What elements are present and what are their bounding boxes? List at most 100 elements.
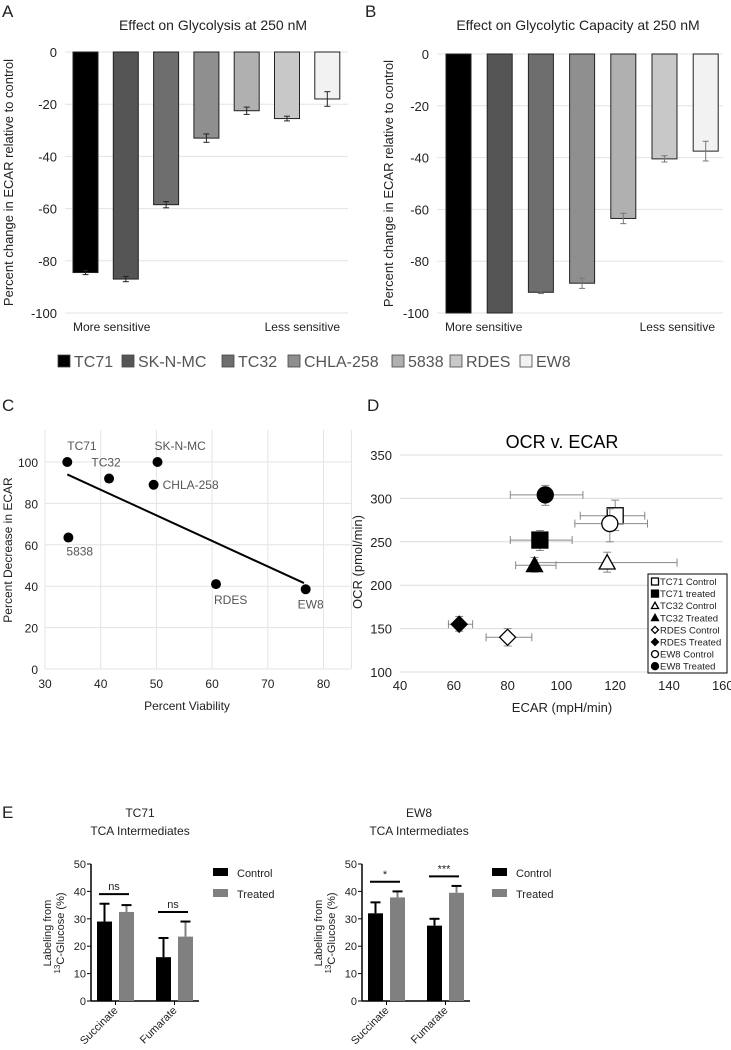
bar-treated-fumarate: [178, 936, 193, 1001]
circle-icon: [650, 649, 660, 659]
bar-control-succinate: [368, 913, 383, 1001]
y-tick-label: 40: [74, 886, 86, 898]
bar-ew8: [692, 53, 719, 152]
x-tick-label: Fumarate: [409, 1005, 451, 1047]
y-label-line2: C-Glucose (%): [55, 892, 67, 964]
y-tick-label: -20: [410, 99, 429, 114]
series-ew8-treated: [509, 484, 584, 506]
triangle-marker: [525, 555, 544, 573]
y-tick-label: 0: [422, 47, 429, 62]
legend-swatch: [121, 354, 135, 368]
bar-ew8: [314, 51, 341, 100]
legend-swatch: [391, 354, 405, 368]
x-tick-label: 60: [447, 678, 461, 693]
bar-5838: [610, 53, 637, 219]
legend-label: Control: [516, 868, 551, 880]
y-tick-label: 0: [80, 996, 86, 1008]
legend-label: EW8 Control: [660, 650, 714, 661]
legend-swatch: [287, 354, 301, 368]
y-axis-label: Labeling from13C-Glucose (%): [313, 892, 338, 973]
data-point: [300, 584, 311, 595]
y-tick-label: -80: [410, 254, 429, 269]
legend-label: TC71: [74, 354, 113, 371]
legend-label: EW8: [536, 354, 571, 371]
y-tick-label: 40: [345, 886, 357, 898]
point-label: TC71: [67, 439, 97, 453]
square-icon: [650, 589, 660, 598]
chart-title: EW8: [406, 806, 432, 820]
y-tick-label: 300: [370, 491, 392, 506]
y-tick-label: 250: [370, 535, 392, 550]
y-label-sup: 13: [53, 964, 62, 973]
bar-tc71: [72, 51, 99, 274]
y-label-line1: Labeling from: [313, 900, 325, 967]
square-marker: [531, 531, 549, 549]
y-tick-label: 200: [370, 578, 392, 593]
y-tick-label: -40: [38, 149, 57, 164]
legend-label: EW8 Treated: [660, 662, 715, 673]
y-tick-label: 20: [345, 941, 357, 953]
legend-label: RDES Treated: [660, 638, 721, 649]
y-tick-label: -40: [410, 151, 429, 166]
point-label: EW8: [298, 597, 324, 611]
y-tick-label: 20: [25, 622, 39, 636]
data-point: [104, 473, 115, 484]
data-point: [63, 532, 74, 543]
bar-chla-258: [569, 53, 596, 284]
panel-label: E: [2, 803, 13, 822]
data-point: [148, 479, 159, 490]
legend-swatch: [492, 868, 507, 876]
y-label-sup: 13: [324, 964, 333, 973]
legend-swatch: [449, 354, 463, 368]
y-tick-label: 80: [25, 497, 39, 511]
panel-label: B: [365, 2, 376, 21]
y-axis-label: Percent change in ECAR relative to contr…: [381, 60, 396, 307]
x-tick-label: Succinate: [349, 1005, 392, 1048]
chart-subtitle: TCA Intermediates: [369, 824, 468, 838]
x-label-left: More sensitive: [445, 320, 523, 334]
legend-label: Control: [237, 868, 272, 880]
legend-label: TC71 Control: [660, 577, 717, 588]
legend-swatch: [221, 354, 235, 368]
diamond-marker: [450, 615, 469, 634]
bar-rdes: [651, 53, 678, 160]
legend-swatch: [213, 889, 228, 897]
significance-label: ns: [167, 899, 179, 911]
y-tick-label: -100: [31, 306, 57, 321]
legend-swatch: [213, 868, 228, 876]
legend-label: Treated: [516, 889, 554, 901]
y-tick-label: 0: [50, 45, 57, 60]
point-label: RDES: [214, 593, 247, 607]
y-tick-label: 10: [345, 969, 357, 981]
diamond-icon: [650, 637, 660, 647]
x-tick-label: Succinate: [78, 1005, 121, 1048]
legend-label: SK-N-MC: [138, 354, 206, 371]
y-tick-label: 150: [370, 622, 392, 637]
y-tick-label: 50: [74, 859, 86, 871]
x-tick-label: 80: [500, 678, 514, 693]
y-tick-label: -20: [38, 97, 57, 112]
chart-title: OCR v. ECAR: [506, 432, 619, 452]
legend-label: TC32 Treated: [660, 613, 718, 624]
y-tick-label: -100: [403, 306, 429, 321]
bar-sk-n-mc: [486, 53, 513, 314]
x-tick-label: 80: [317, 677, 331, 691]
legend-swatch: [492, 889, 507, 897]
bar-treated-fumarate: [449, 892, 464, 1001]
trendline: [66, 473, 305, 585]
y-tick-label: 20: [74, 941, 86, 953]
bar-treated-succinate: [119, 911, 134, 1001]
x-axis-label: ECAR (mpH/min): [512, 700, 612, 715]
point-label: CHLA-258: [163, 478, 219, 492]
legend-label: TC32: [238, 354, 277, 371]
x-tick-label: 160: [712, 678, 731, 693]
series-rdes-control: [485, 628, 533, 647]
y-tick-label: -80: [38, 254, 57, 269]
x-tick-label: 60: [205, 677, 219, 691]
data-point: [210, 579, 221, 590]
point-label: SK-N-MC: [155, 439, 207, 453]
panel-label: D: [367, 396, 379, 415]
circle-marker: [601, 514, 619, 533]
bar-control-fumarate: [156, 957, 171, 1001]
